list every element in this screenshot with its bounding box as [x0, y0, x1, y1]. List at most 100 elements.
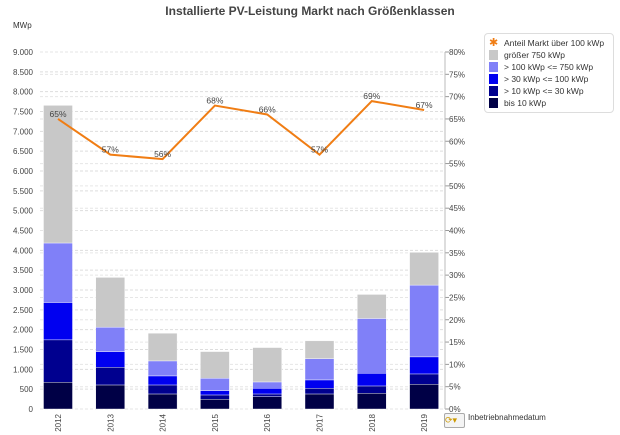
y2-tick-label: 60%	[449, 137, 465, 146]
bar-2016-series-4	[252, 347, 282, 383]
bar-2017-series-3	[304, 358, 335, 381]
y-tick-label: 8.000	[13, 88, 34, 97]
x-axis-title: Inbetriebnahmedatum	[468, 413, 546, 422]
y-axis-unit: MWp	[13, 21, 32, 30]
bar-2018-series-3	[357, 318, 387, 374]
legend-item[interactable]: > 10 kWp <= 30 kWp	[489, 86, 584, 96]
y2-tick-label: 70%	[449, 93, 465, 102]
bar-2012-series-0	[43, 382, 73, 410]
legend-label: bis 10 kWp	[504, 98, 547, 108]
line-data-label: 65%	[49, 109, 66, 119]
y-tick-label: 500	[20, 385, 34, 394]
legend-label: Anteil Markt über 100 kWp	[504, 38, 605, 48]
legend-swatch	[489, 50, 498, 60]
legend-item[interactable]: > 30 kWp <= 100 kWp	[489, 74, 588, 84]
bar-2016-series-2	[252, 388, 282, 395]
y-tick-label: 9.000	[13, 48, 34, 57]
bar-2014-series-3	[147, 360, 178, 377]
chart-title: Installierte PV-Leistung Markt nach Größ…	[165, 4, 455, 18]
star-marker-icon: ✱	[489, 37, 499, 49]
bar-2015-series-2	[200, 390, 230, 396]
x-tick-label: 2019	[420, 413, 429, 431]
bar-2014-series-4	[147, 332, 178, 362]
x-tick-label: 2014	[159, 413, 168, 431]
y-tick-label: 7.500	[13, 108, 34, 117]
bar-2014-series-1	[147, 384, 178, 395]
bar-2016-series-0	[252, 396, 282, 410]
bar-2012-series-4	[43, 105, 73, 244]
y-tick-label: 1.000	[13, 365, 34, 374]
y2-tick-label: 55%	[449, 160, 465, 169]
x-tick-label: 2017	[316, 413, 325, 431]
x-tick-label: 2012	[54, 413, 63, 431]
y2-tick-label: 20%	[449, 316, 465, 325]
y2-tick-label: 30%	[449, 271, 465, 280]
bar-2013-series-1	[95, 367, 126, 386]
line-data-label: 57%	[311, 145, 328, 155]
bar-2013-series-0	[95, 384, 126, 410]
y-tick-label: 5.500	[13, 187, 34, 196]
x-tick-label: 2016	[263, 413, 272, 431]
bar-2013-series-4	[95, 277, 126, 328]
y2-tick-label: 50%	[449, 182, 465, 191]
line-data-label: 69%	[363, 91, 380, 101]
y2-tick-label: 0%	[449, 405, 461, 414]
legend-swatch	[489, 98, 498, 108]
legend-swatch	[489, 74, 498, 84]
y2-tick-label: 35%	[449, 249, 465, 258]
bar-2016-series-3	[252, 381, 282, 389]
dimension-cycle-button[interactable]: ⟳▾	[444, 413, 465, 428]
y2-tick-label: 75%	[449, 70, 465, 79]
line-series	[57, 100, 425, 161]
bar-2019-series-3	[409, 284, 439, 358]
y2-tick-label: 65%	[449, 115, 465, 124]
x-tick-label: 2013	[106, 413, 115, 431]
y-tick-label: 3.500	[13, 266, 34, 275]
y-tick-label: 8.500	[13, 68, 34, 77]
bar-2019-series-2	[409, 356, 439, 375]
bar-2019-series-4	[409, 252, 439, 286]
bar-2012-series-1	[43, 339, 73, 383]
bar-2015-series-1	[200, 394, 230, 400]
y-tick-label: 3.000	[13, 286, 34, 295]
legend-item[interactable]: > 100 kWp <= 750 kWp	[489, 62, 593, 72]
legend-label: > 30 kWp <= 100 kWp	[504, 74, 589, 84]
line-data-label: 57%	[102, 145, 119, 155]
line-data-label: 67%	[416, 100, 433, 110]
legend-item[interactable]: bis 10 kWp	[489, 98, 546, 108]
bar-2015-series-0	[200, 399, 230, 410]
bar-2018-series-0	[357, 393, 387, 410]
y2-tick-label: 10%	[449, 360, 465, 369]
y-tick-label: 6.500	[13, 147, 34, 156]
y-tick-label: 7.000	[13, 127, 34, 136]
y2-tick-label: 80%	[449, 48, 465, 57]
legend-swatch	[489, 62, 498, 72]
y-tick-label: 2.000	[13, 326, 34, 335]
bar-2019-series-0	[409, 384, 439, 410]
legend: ✱ Anteil Markt über 100 kWp größer 750 kWp…	[484, 33, 614, 113]
bar-2015-series-3	[200, 378, 230, 391]
line-data-label: 56%	[154, 149, 171, 159]
bar-2018-series-1	[357, 385, 387, 394]
bar-2018-series-4	[357, 294, 387, 319]
y-tick-label: 0	[29, 405, 34, 414]
legend-item[interactable]: ✱ Anteil Markt über 100 kWp	[489, 37, 605, 49]
y2-tick-label: 40%	[449, 227, 465, 236]
x-tick-label: 2018	[368, 413, 377, 431]
bar-2012-series-3	[43, 242, 73, 303]
y2-tick-label: 25%	[449, 293, 465, 302]
x-tick-label: 2015	[211, 413, 220, 431]
legend-swatch	[489, 86, 498, 96]
bar-2014-series-0	[147, 393, 178, 410]
bar-2013-series-2	[95, 351, 126, 368]
y-tick-label: 6.000	[13, 167, 34, 176]
y2-tick-label: 5%	[449, 383, 461, 392]
bar-2018-series-2	[357, 373, 387, 387]
legend-label: > 100 kWp <= 750 kWp	[504, 62, 594, 72]
y2-tick-label: 15%	[449, 338, 465, 347]
legend-item[interactable]: größer 750 kWp	[489, 50, 565, 60]
bar-2019-series-1	[409, 373, 439, 385]
bar-2012-series-2	[43, 302, 73, 341]
